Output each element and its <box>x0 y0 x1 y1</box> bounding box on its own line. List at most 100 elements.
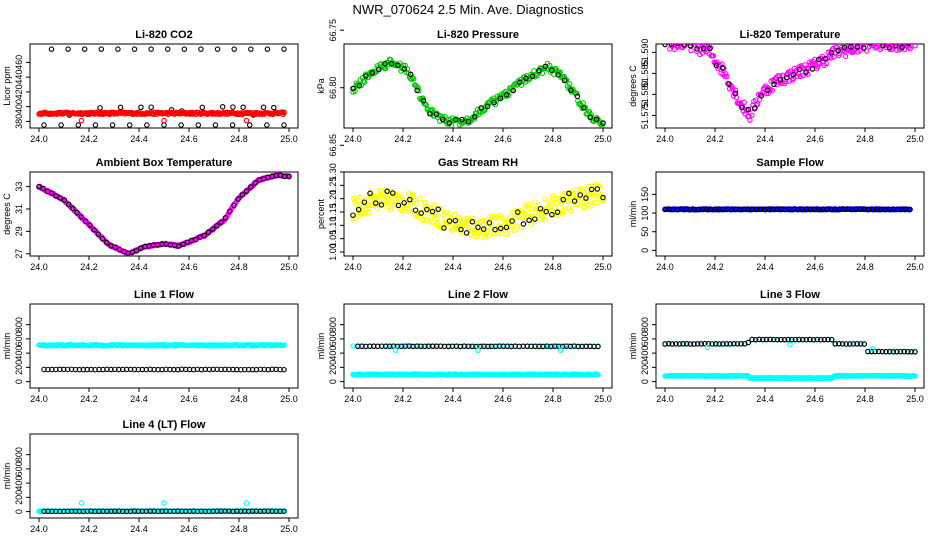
data-point-yellow <box>353 215 359 221</box>
data-point-black <box>414 87 420 94</box>
data-point-black <box>719 65 726 71</box>
series-layer <box>662 336 918 382</box>
data-point-black <box>716 341 723 347</box>
plot-frame <box>343 303 613 389</box>
data-point-green <box>420 95 426 101</box>
data-point-black <box>720 341 726 347</box>
data-point-magenta <box>669 39 673 43</box>
data-point-black <box>847 341 853 347</box>
y-axis-label: degrees C <box>2 193 12 235</box>
data-point-black <box>785 336 791 343</box>
data-point-black <box>822 56 829 62</box>
x-tick-label: 25.0 <box>594 134 612 144</box>
data-point-black <box>458 226 464 233</box>
data-point-black <box>712 340 719 347</box>
data-point-black <box>763 336 770 343</box>
data-point-black-low <box>41 122 47 128</box>
data-point-yellow <box>395 194 402 201</box>
data-point-cyan-low <box>595 371 601 378</box>
data-point-black <box>905 44 912 46</box>
data-point-black <box>480 226 487 232</box>
x-tick-label: 24.0 <box>30 262 48 272</box>
data-point-black <box>835 47 841 54</box>
data-point-black-mid <box>219 104 226 110</box>
data-point-magenta <box>854 44 858 45</box>
data-point-black <box>395 62 401 69</box>
y-tick-label: 66.85 <box>328 134 338 157</box>
x-tick-label: 24.2 <box>80 262 98 272</box>
data-point-black <box>367 190 373 197</box>
x-tick-label: 24.6 <box>180 394 198 404</box>
y-tick-label: 600 <box>640 331 650 346</box>
data-point-black <box>218 219 224 225</box>
data-point-black <box>252 180 258 186</box>
data-point-black <box>574 93 581 100</box>
plot-frame <box>343 171 613 257</box>
data-point-cyan <box>281 342 287 348</box>
x-tick-label: 24.2 <box>706 134 724 144</box>
data-point-black <box>771 81 777 88</box>
chart-title: Line 2 Flow <box>448 289 508 301</box>
data-point-magenta <box>714 59 720 65</box>
y-tick-label: 27 <box>14 249 24 259</box>
data-point-black-mid <box>97 105 103 111</box>
data-point-magenta <box>872 45 879 51</box>
data-point-black <box>691 341 697 347</box>
data-point-black <box>821 336 828 343</box>
chart-title: Line 4 (LT) Flow <box>123 419 206 431</box>
data-point-black-low <box>126 122 133 128</box>
data-point-magenta <box>741 99 747 106</box>
data-point-black <box>803 69 809 75</box>
data-point-black <box>475 224 481 231</box>
data-point-black <box>810 337 817 343</box>
data-point-black <box>913 39 917 43</box>
data-point-black <box>95 231 102 238</box>
data-point-black <box>796 66 803 73</box>
data-point-black <box>594 186 601 192</box>
data-point-black <box>116 246 123 253</box>
data-point-yellow <box>419 209 425 216</box>
data-point-black <box>537 205 544 212</box>
data-point-black <box>433 111 440 118</box>
x-tick-label: 24.2 <box>706 262 724 272</box>
data-point-yellow <box>594 200 601 206</box>
data-point-magenta <box>754 101 761 107</box>
data-point-black <box>465 118 472 125</box>
data-point-yellow <box>383 187 389 193</box>
data-point-black-low <box>246 122 253 128</box>
data-point-yellow <box>407 201 413 208</box>
data-point-magenta <box>689 44 695 47</box>
y-axis-label: Licor ppm <box>2 66 12 106</box>
data-point-black <box>355 206 362 213</box>
data-point-yellow <box>452 211 458 218</box>
x-tick-label: 24.0 <box>30 394 48 404</box>
data-point-black <box>738 340 744 347</box>
data-point-black <box>865 348 871 355</box>
data-point-magenta <box>828 55 834 61</box>
data-point-black-low <box>178 122 184 128</box>
y-tick-label: 51.590 <box>640 39 650 67</box>
chart-title: Line 3 Flow <box>760 289 820 301</box>
data-point-black <box>520 221 527 227</box>
x-tick-label: 24.2 <box>394 394 412 404</box>
data-point-yellow <box>579 187 585 193</box>
data-point-black <box>600 194 606 201</box>
data-point-black <box>681 44 687 48</box>
data-point-black <box>401 200 407 206</box>
data-point-black <box>825 336 831 343</box>
data-point-black <box>694 341 701 347</box>
plot-frame <box>343 43 613 129</box>
data-point-magenta <box>684 44 690 47</box>
data-point-black <box>745 339 752 346</box>
data-point-black <box>662 341 668 347</box>
data-point-black <box>350 85 356 92</box>
data-point-black-high <box>181 46 188 52</box>
data-point-magenta <box>683 36 687 40</box>
series-layer <box>36 500 287 515</box>
data-point-red-outliers <box>243 117 250 124</box>
chart-panel-4: Ambient Box Temperature 24.0 24.2 24.4 24.6 2… <box>2 157 299 272</box>
x-tick-label: 24.0 <box>656 134 674 144</box>
data-point-green <box>360 78 367 84</box>
data-point-green <box>471 116 478 122</box>
data-point-magenta <box>868 37 872 41</box>
